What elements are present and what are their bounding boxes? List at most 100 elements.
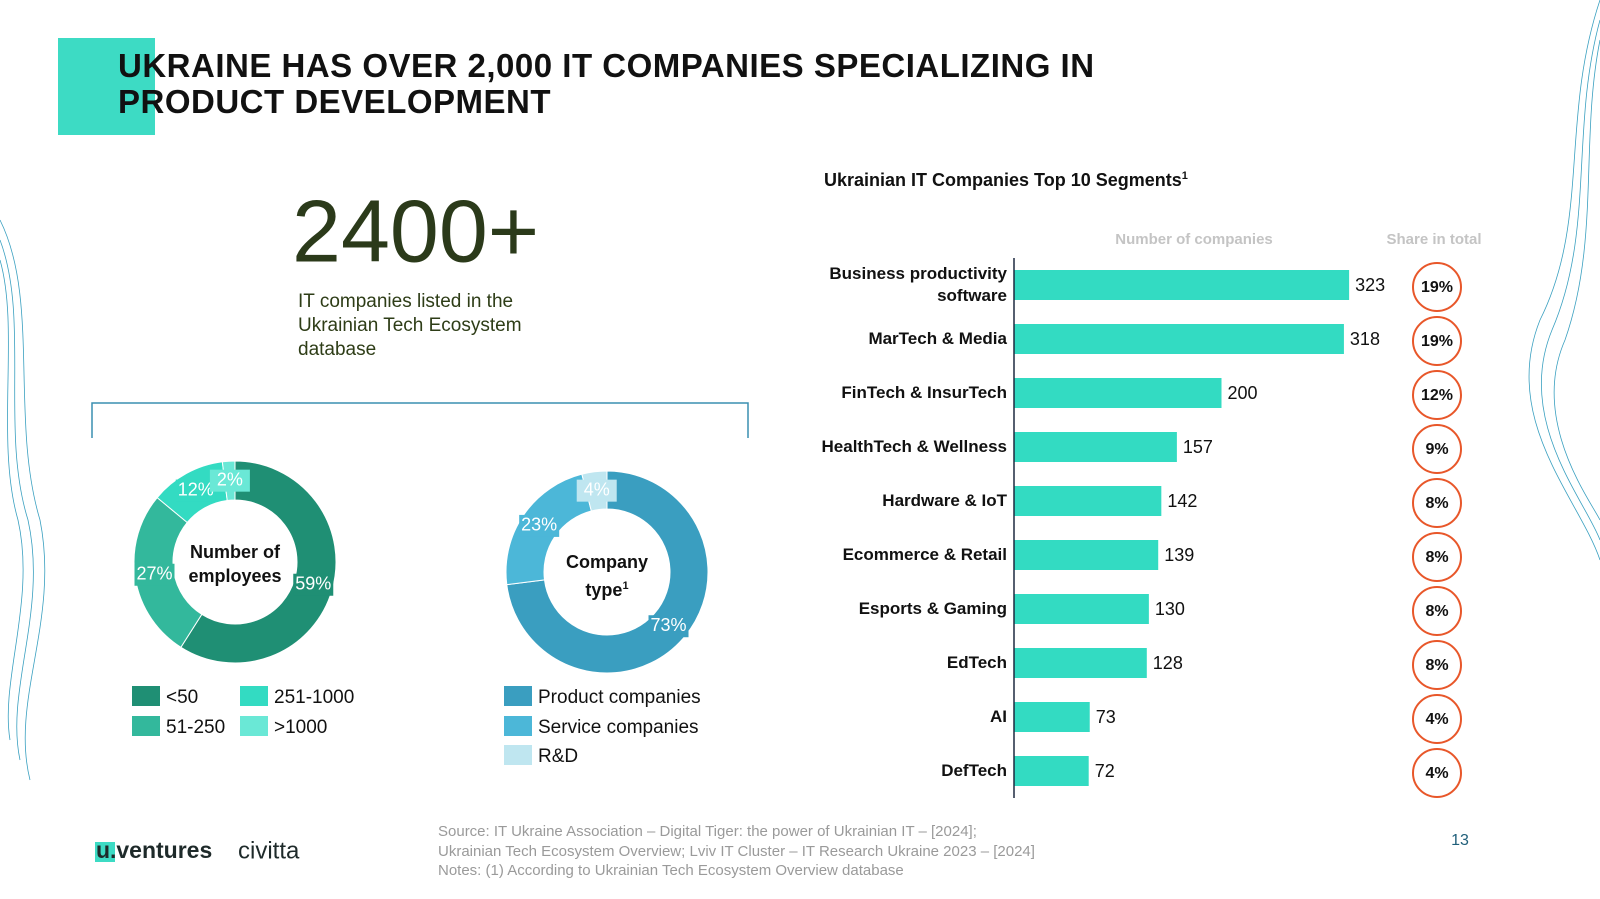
data-label-bg [576,479,617,502]
category-label: Hardware & IoT [882,491,1007,510]
share-label: 4% [1425,765,1448,782]
legend-swatch [504,716,532,736]
category-label: EdTech [946,653,1007,672]
bar-value-label: 130 [1155,599,1185,619]
data-label: 27% [136,563,172,583]
data-label-bg [134,563,175,586]
share-label: 19% [1421,333,1453,350]
share-circle [1412,532,1462,582]
legend-swatch [240,716,268,736]
donut-center-label: Company type1 [547,550,667,602]
share-circle [1412,478,1462,528]
page-number: 13 [1451,832,1469,849]
category-label: FinTech & InsurTech [841,383,1007,402]
bar [1014,702,1090,732]
share-circle [1412,370,1462,420]
legend-swatch [504,686,532,706]
bar [1014,594,1149,624]
bar [1014,756,1089,786]
data-label-bg [648,615,689,638]
logo-box [95,842,115,862]
footnote-mark: 1 [1181,170,1188,182]
share-label: 8% [1425,495,1448,512]
title-text: Ukrainian IT Companies Top 10 Segments [824,170,1182,190]
source: Notes: (1) According to Ukrainian Tech E… [438,862,904,879]
bar [1014,486,1162,516]
center-label-text: Company type [565,552,648,600]
share-circle [1412,586,1462,636]
data-label-bg [209,469,250,492]
legend-label: 251-1000 [274,687,354,708]
donut-center-label: Number of employees [175,540,295,588]
share-label: 12% [1421,387,1453,404]
share-circle [1412,316,1462,366]
share-label: 4% [1425,711,1448,728]
highlight-text: IT companies listed in the Ukrainian Tec… [298,291,522,360]
legend-label: R&D [538,746,578,767]
partner-logo: civitta [238,837,300,864]
bar-value-label: 73 [1096,707,1116,727]
title-accent [58,38,155,135]
category-label: MarTech & Media [868,329,1007,348]
share-circle [1412,262,1462,312]
wave-decoration [0,0,1600,781]
share-label: 8% [1425,657,1448,674]
data-label: 73% [650,615,686,635]
share-label: 9% [1425,441,1448,458]
share-label: 19% [1421,279,1453,296]
data-label: 12% [178,479,214,499]
legend-swatch [132,716,160,736]
data-label: 23% [521,515,557,535]
bar-value-label: 142 [1167,491,1197,511]
legend-swatch [240,686,268,706]
share-circle [1412,748,1462,798]
category-label: Business productivity software [829,264,1007,305]
source: Source: IT Ukraine Association – Digital… [438,823,977,840]
bar-value-label: 323 [1355,275,1385,295]
legend-label: Product companies [538,687,701,708]
bar [1014,432,1177,462]
center-label-text: Number of employees [188,542,282,586]
bar [1014,270,1350,300]
category-label: AI [990,707,1007,726]
big-number: 2400+ [292,181,539,280]
share-label: 8% [1425,603,1448,620]
logo: .ventures [110,837,212,863]
bar [1014,324,1344,354]
bar-value-label: 139 [1164,545,1194,565]
category-label: HealthTech & Wellness [821,437,1007,456]
slide-title: UKRAINE HAS OVER 2,000 IT COMPANIES SPEC… [118,47,1095,120]
legend-label: <50 [166,687,198,708]
logo: u [96,837,110,863]
footnote-mark: 1 [622,580,629,592]
bar-value-label: 318 [1350,329,1380,349]
bracket [91,402,749,438]
data-label: 59% [295,573,331,593]
donut-segment [180,460,337,664]
chart-title: Ukrainian IT Companies Top 10 Segments1 [824,170,1188,191]
column-header: Number of companies [1115,231,1273,248]
column-header: Share in total [1386,231,1481,248]
bar-value-label: 72 [1095,761,1115,781]
category-label: Esports & Gaming [858,599,1007,618]
data-label-bg [293,573,334,596]
bar [1014,648,1147,678]
data-label-bg [175,479,216,502]
share-label: 8% [1425,549,1448,566]
legend-swatch [504,745,532,765]
data-label: 2% [217,469,243,489]
category-label: DefTech [941,761,1007,780]
share-circle [1412,424,1462,474]
bar-value-label: 128 [1153,653,1183,673]
share-circle [1412,640,1462,690]
bar-value-label: 200 [1228,383,1258,403]
bar [1014,378,1222,408]
bar [1014,540,1159,570]
source: Ukrainian Tech Ecosystem Overview; Lviv … [438,843,1035,860]
data-label-bg [519,514,560,537]
legend-swatch [132,686,160,706]
category-label: Ecommerce & Retail [842,545,1007,564]
share-circle [1412,694,1462,744]
